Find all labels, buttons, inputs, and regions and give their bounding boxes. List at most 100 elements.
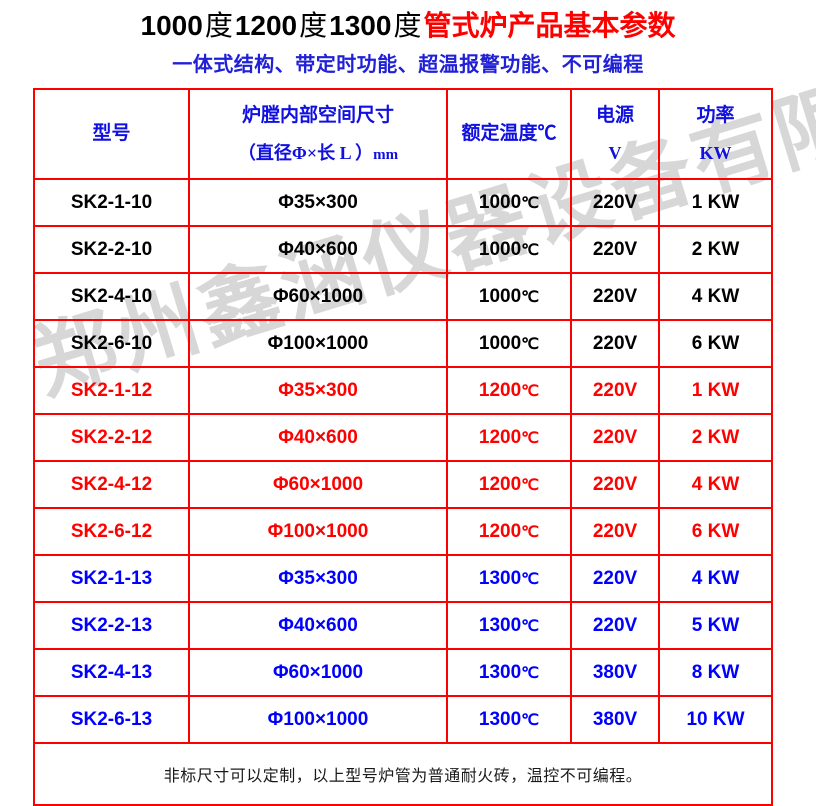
table-row: SK2-6-12 Φ100×1000 1200℃ 220V 6 KW xyxy=(33,507,773,556)
column-header-dimension-label: 炉膛内部空间尺寸 xyxy=(241,105,394,127)
column-header-power: 功率 KW xyxy=(658,88,773,180)
table-row: SK2-1-12 Φ35×300 1200℃ 220V 1 KW xyxy=(33,366,773,415)
cell-dimension: Φ100×1000 xyxy=(188,507,448,556)
cell-temperature-unit: ℃ xyxy=(521,711,540,729)
cell-voltage: 220V xyxy=(570,601,660,650)
cell-model: SK2-2-13 xyxy=(33,601,190,650)
cell-dimension: Φ40×600 xyxy=(188,225,448,274)
cell-temperature-value: 1300 xyxy=(478,567,522,589)
cell-power: 10 KW xyxy=(658,695,773,744)
cell-temperature: 1000℃ xyxy=(446,319,572,368)
cell-temperature: 1200℃ xyxy=(446,413,572,462)
title-block: 1000度1200度1300度管式炉产品基本参数 一体式结构、带定时功能、超温报… xyxy=(0,8,816,79)
cell-power: 4 KW xyxy=(658,554,773,603)
page-title-segment-1: 度 xyxy=(204,11,233,42)
column-header-voltage-label: 电源 xyxy=(595,105,634,127)
cell-temperature-value: 1000 xyxy=(478,332,522,354)
cell-dimension: Φ100×1000 xyxy=(188,695,448,744)
cell-temperature-value: 1000 xyxy=(478,191,522,213)
footer-note: 非标尺寸可以定制，以上型号炉管为普通耐火砖，温控不可编程。 xyxy=(33,742,773,806)
cell-temperature-unit: ℃ xyxy=(521,288,540,306)
cell-dimension: Φ40×600 xyxy=(188,413,448,462)
cell-temperature: 1300℃ xyxy=(446,695,572,744)
cell-power: 2 KW xyxy=(658,413,773,462)
cell-temperature-unit: ℃ xyxy=(521,241,540,259)
cell-power: 1 KW xyxy=(658,178,773,227)
cell-voltage: 380V xyxy=(570,695,660,744)
cell-model: SK2-6-13 xyxy=(33,695,190,744)
cell-temperature-value: 1200 xyxy=(478,426,522,448)
cell-power: 8 KW xyxy=(658,648,773,697)
cell-temperature: 1200℃ xyxy=(446,366,572,415)
table-row: SK2-4-13 Φ60×1000 1300℃ 380V 8 KW xyxy=(33,648,773,697)
cell-dimension: Φ35×300 xyxy=(188,554,448,603)
cell-power: 2 KW xyxy=(658,225,773,274)
table-row: SK2-1-10 Φ35×300 1000℃ 220V 1 KW xyxy=(33,178,773,227)
page-title-segment-2: 1200 xyxy=(234,10,298,41)
cell-model: SK2-6-10 xyxy=(33,319,190,368)
column-header-temperature: 额定温度℃ xyxy=(446,88,572,180)
cell-temperature-unit: ℃ xyxy=(521,570,540,588)
cell-temperature-unit: ℃ xyxy=(521,523,540,541)
column-header-voltage: 电源 V xyxy=(570,88,660,180)
page-subtitle: 一体式结构、带定时功能、超温报警功能、不可编程 xyxy=(172,54,644,76)
table-row: SK2-4-10 Φ60×1000 1000℃ 220V 4 KW xyxy=(33,272,773,321)
cell-voltage: 220V xyxy=(570,319,660,368)
page-title-segment-0: 1000 xyxy=(140,10,203,41)
page-title-segment-6: 管式炉产品基本参数 xyxy=(423,10,676,41)
cell-model: SK2-2-10 xyxy=(33,225,190,274)
column-header-dimension-sublabel: （直径Φ×长 L ）mm xyxy=(190,141,446,165)
cell-temperature-value: 1200 xyxy=(478,379,522,401)
table-body: SK2-1-10 Φ35×300 1000℃ 220V 1 KW SK2-2-10 Φ40×… xyxy=(33,178,773,744)
cell-model: SK2-1-12 xyxy=(33,366,190,415)
cell-model: SK2-2-12 xyxy=(33,413,190,462)
cell-dimension: Φ60×1000 xyxy=(188,460,448,509)
cell-temperature: 1200℃ xyxy=(446,460,572,509)
column-header-dimension: 炉膛内部空间尺寸 （直径Φ×长 L ）mm xyxy=(188,88,448,180)
column-header-dimension-unit: mm xyxy=(373,146,399,163)
table-row: SK2-1-13 Φ35×300 1300℃ 220V 4 KW xyxy=(33,554,773,603)
cell-model: SK2-1-10 xyxy=(33,178,190,227)
spec-table: 型号 炉膛内部空间尺寸 （直径Φ×长 L ）mm 额定温度℃ 电源 V 功率 K… xyxy=(33,88,773,806)
page-title: 1000度1200度1300度管式炉产品基本参数 xyxy=(0,8,816,45)
column-header-voltage-unit: V xyxy=(608,142,622,163)
cell-temperature: 1300℃ xyxy=(446,601,572,650)
cell-voltage: 220V xyxy=(570,460,660,509)
cell-temperature-unit: ℃ xyxy=(521,617,540,635)
cell-voltage: 220V xyxy=(570,507,660,556)
footer-note-row: 非标尺寸可以定制，以上型号炉管为普通耐火砖，温控不可编程。 xyxy=(33,742,773,806)
table-row: SK2-2-13 Φ40×600 1300℃ 220V 5 KW xyxy=(33,601,773,650)
cell-voltage: 220V xyxy=(570,413,660,462)
cell-temperature: 1200℃ xyxy=(446,507,572,556)
cell-temperature: 1300℃ xyxy=(446,648,572,697)
cell-power: 6 KW xyxy=(658,319,773,368)
cell-dimension: Φ100×1000 xyxy=(188,319,448,368)
cell-temperature-value: 1300 xyxy=(478,614,522,636)
table-row: SK2-6-13 Φ100×1000 1300℃ 380V 10 KW xyxy=(33,695,773,744)
cell-temperature-unit: ℃ xyxy=(521,476,540,494)
cell-dimension: Φ60×1000 xyxy=(188,648,448,697)
page-title-segment-5: 度 xyxy=(393,11,422,42)
cell-dimension: Φ35×300 xyxy=(188,366,448,415)
spec-table-container: 型号 炉膛内部空间尺寸 （直径Φ×长 L ）mm 额定温度℃ 电源 V 功率 K… xyxy=(33,88,773,806)
column-header-model-label: 型号 xyxy=(92,123,131,145)
cell-temperature-value: 1200 xyxy=(478,473,522,495)
cell-voltage: 380V xyxy=(570,648,660,697)
column-header-power-unit: KW xyxy=(699,142,732,163)
cell-dimension: Φ35×300 xyxy=(188,178,448,227)
cell-model: SK2-4-12 xyxy=(33,460,190,509)
cell-temperature-unit: ℃ xyxy=(521,335,540,353)
cell-temperature-unit: ℃ xyxy=(521,382,540,400)
table-row: SK2-6-10 Φ100×1000 1000℃ 220V 6 KW xyxy=(33,319,773,368)
table-row: SK2-2-10 Φ40×600 1000℃ 220V 2 KW xyxy=(33,225,773,274)
cell-temperature-value: 1000 xyxy=(478,238,522,260)
cell-power: 4 KW xyxy=(658,272,773,321)
cell-temperature: 1000℃ xyxy=(446,225,572,274)
column-header-model: 型号 xyxy=(33,88,190,180)
page-title-segment-3: 度 xyxy=(299,11,328,42)
cell-temperature-unit: ℃ xyxy=(521,194,540,212)
table-row: SK2-4-12 Φ60×1000 1200℃ 220V 4 KW xyxy=(33,460,773,509)
table-header: 型号 炉膛内部空间尺寸 （直径Φ×长 L ）mm 额定温度℃ 电源 V 功率 K… xyxy=(33,88,773,180)
cell-dimension: Φ40×600 xyxy=(188,601,448,650)
cell-model: SK2-4-10 xyxy=(33,272,190,321)
